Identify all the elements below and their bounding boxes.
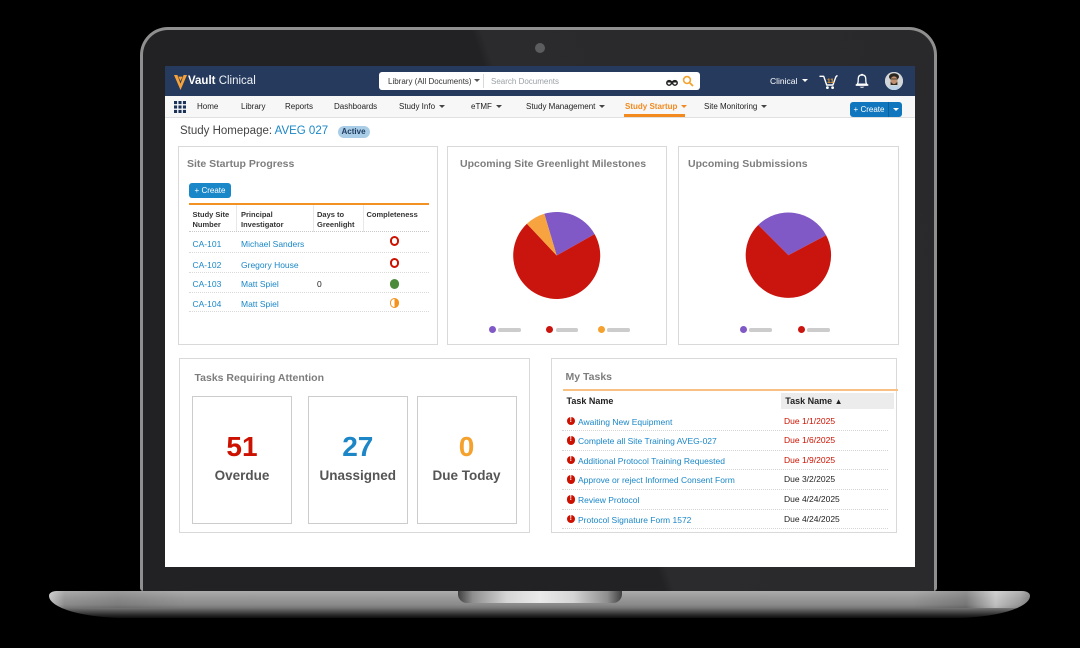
svg-text:11: 11 [827, 78, 834, 85]
